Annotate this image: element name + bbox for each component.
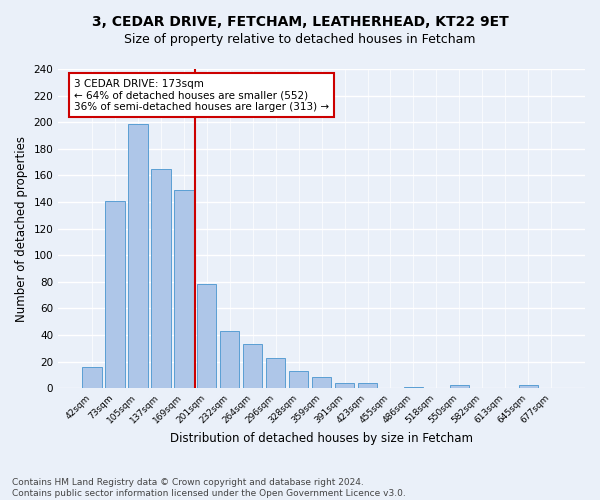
Bar (243, 344, 262, 388)
Bar (518, 386, 538, 388)
Bar (82, 367, 101, 388)
Bar (358, 383, 377, 388)
Text: 3, CEDAR DRIVE, FETCHAM, LEATHERHEAD, KT22 9ET: 3, CEDAR DRIVE, FETCHAM, LEATHERHEAD, KT… (92, 15, 508, 29)
Bar (151, 168, 170, 388)
Text: 3 CEDAR DRIVE: 173sqm
← 64% of detached houses are smaller (552)
36% of semi-det: 3 CEDAR DRIVE: 173sqm ← 64% of detached … (74, 78, 329, 112)
Bar (404, 387, 423, 388)
Bar (197, 284, 217, 388)
Text: Size of property relative to detached houses in Fetcham: Size of property relative to detached ho… (124, 32, 476, 46)
Bar (335, 383, 355, 388)
Bar (220, 331, 239, 388)
Bar (105, 200, 125, 388)
Text: Contains HM Land Registry data © Crown copyright and database right 2024.
Contai: Contains HM Land Registry data © Crown c… (12, 478, 406, 498)
Bar (312, 378, 331, 388)
Bar (266, 358, 286, 388)
Bar (449, 386, 469, 388)
Bar (174, 190, 194, 388)
Y-axis label: Number of detached properties: Number of detached properties (15, 136, 28, 322)
X-axis label: Distribution of detached houses by size in Fetcham: Distribution of detached houses by size … (170, 432, 473, 445)
Bar (128, 124, 148, 388)
Bar (289, 371, 308, 388)
